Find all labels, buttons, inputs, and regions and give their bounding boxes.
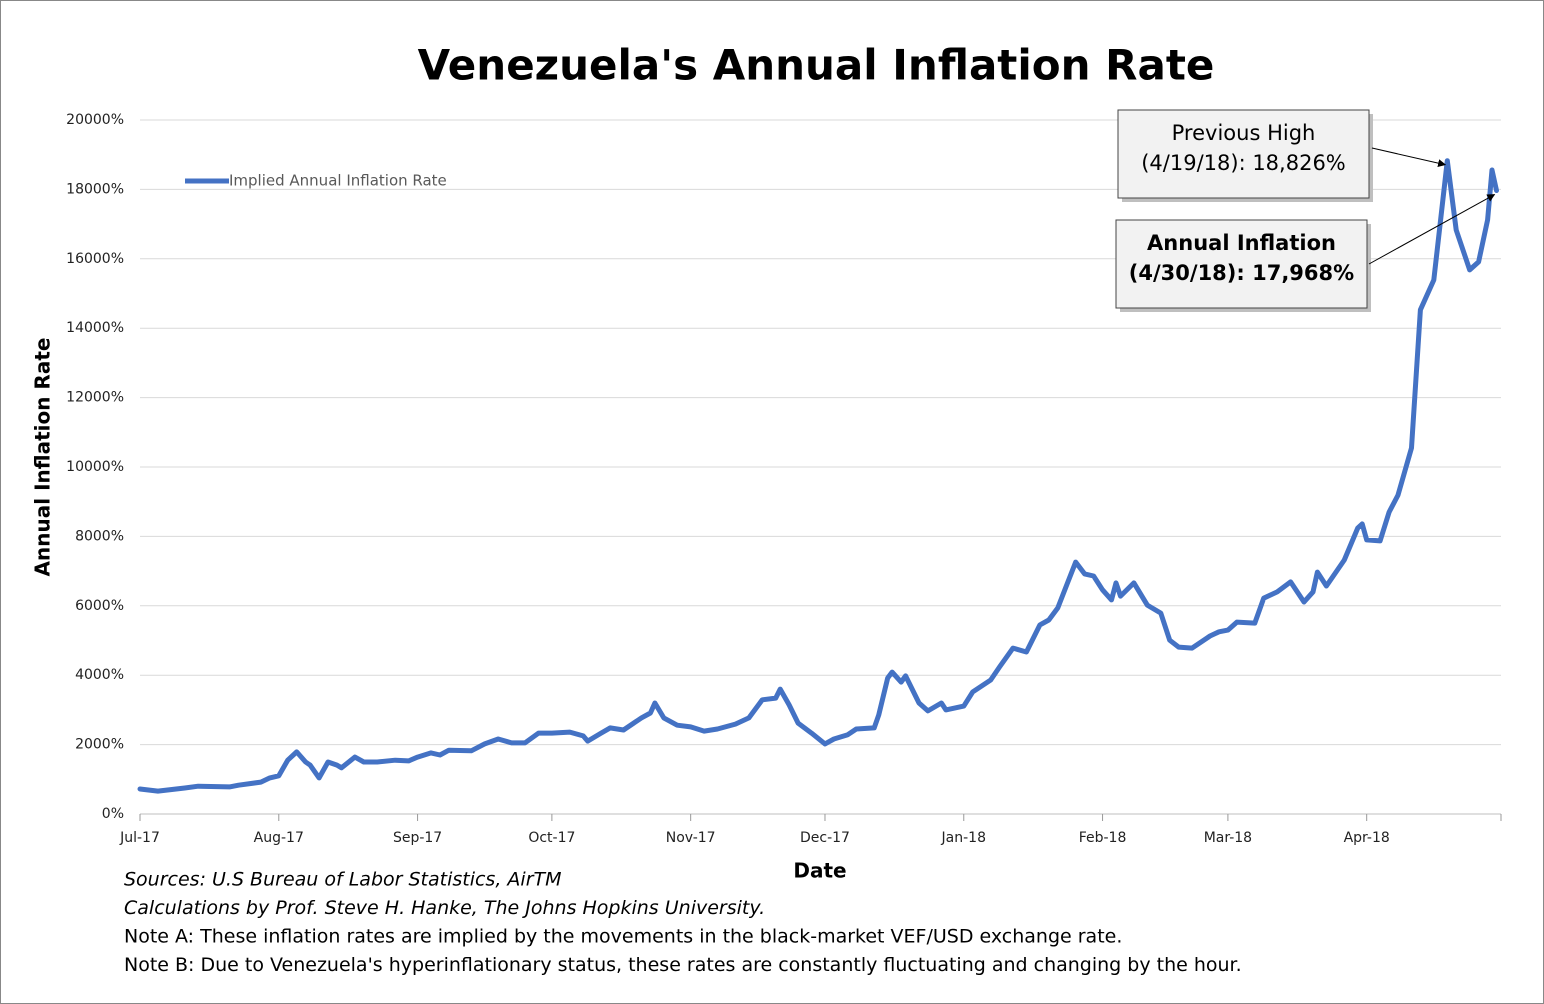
note: Calculations by Prof. Steve H. Hanke, Th… xyxy=(124,897,765,919)
x-tick-label: Apr-18 xyxy=(1344,830,1390,846)
annotation-text: Previous High xyxy=(1172,121,1316,145)
y-tick-label: 4000% xyxy=(75,667,124,683)
x-tick-label: Mar-18 xyxy=(1204,830,1252,846)
annotation-text: (4/30/18): 17,968% xyxy=(1129,261,1354,285)
y-tick-label: 2000% xyxy=(75,737,124,753)
y-tick-label: 20000% xyxy=(66,112,124,128)
y-tick-label: 8000% xyxy=(75,528,124,544)
x-tick-label: Feb-18 xyxy=(1079,830,1127,846)
y-tick-label: 6000% xyxy=(75,598,124,614)
x-tick-label: Oct-17 xyxy=(528,830,575,846)
x-tick-label: Jul-17 xyxy=(119,830,160,846)
annotation-box xyxy=(1117,109,1370,199)
annotation-box xyxy=(1115,219,1368,309)
legend-label: Implied Annual Inflation Rate xyxy=(229,172,447,190)
x-tick-label: Sep-17 xyxy=(393,830,442,846)
annotation-text: Annual Inflation xyxy=(1147,231,1336,255)
annotation-arrow xyxy=(1371,147,1447,168)
x-tick-label: Nov-17 xyxy=(666,830,716,846)
y-tick-label: 12000% xyxy=(66,390,124,406)
y-tick-label: 18000% xyxy=(66,181,124,197)
plot: Implied Annual Inflation Rate Previous Hi… xyxy=(137,109,1499,794)
x-tick-label: Jan-18 xyxy=(941,830,986,846)
chart-title: Venezuela's Annual Inflation Rate xyxy=(418,41,1215,90)
x-tick-label: Aug-17 xyxy=(254,830,304,846)
y-axis-label: Annual Inflation Rate xyxy=(31,338,55,577)
x-tick-label: Dec-17 xyxy=(800,830,850,846)
grid: 0% 2000% 4000% 6000% 8000% 10000% 12000% 14000%… xyxy=(66,112,1502,846)
notes: Sources: U.S Bureau of Labor Statistics,… xyxy=(124,869,1242,977)
annotation-arrow xyxy=(1368,194,1496,265)
y-tick-label: 14000% xyxy=(66,320,124,336)
series-line xyxy=(137,158,1499,794)
note: Note B: Due to Venezuela's hyperinflatio… xyxy=(124,954,1242,976)
y-tick-label: 10000% xyxy=(66,459,124,475)
annotation-text: (4/19/18): 18,826% xyxy=(1141,151,1346,175)
y-tick-label: 0% xyxy=(102,806,124,822)
x-axis-label: Date xyxy=(793,859,846,883)
note: Sources: U.S Bureau of Labor Statistics,… xyxy=(124,869,562,891)
y-tick-label: 16000% xyxy=(66,251,124,267)
note: Note A: These inflation rates are implie… xyxy=(124,926,1122,948)
